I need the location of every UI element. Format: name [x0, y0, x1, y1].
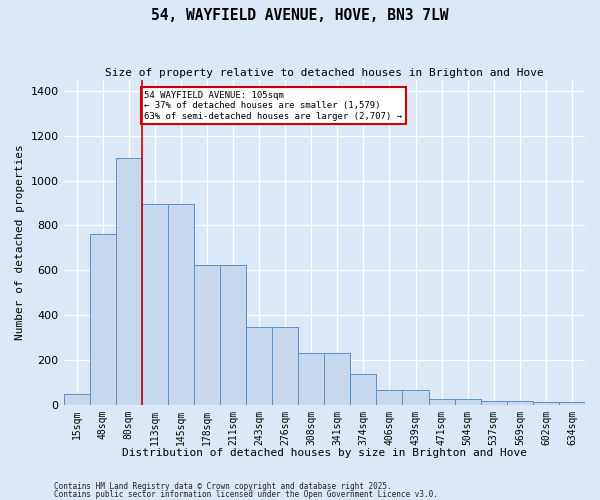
Bar	[428, 398, 455, 404]
Bar	[507, 401, 533, 404]
Text: Contains HM Land Registry data © Crown copyright and database right 2025.: Contains HM Land Registry data © Crown c…	[54, 482, 392, 491]
Bar	[376, 390, 403, 404]
Bar	[116, 158, 142, 404]
Bar	[194, 264, 220, 404]
Bar	[455, 398, 481, 404]
Bar	[168, 204, 194, 404]
Bar	[324, 353, 350, 405]
X-axis label: Distribution of detached houses by size in Brighton and Hove: Distribution of detached houses by size …	[122, 448, 527, 458]
Bar	[403, 390, 428, 404]
Bar	[481, 401, 507, 404]
Bar	[220, 264, 246, 404]
Bar	[272, 327, 298, 404]
Bar	[350, 374, 376, 404]
Bar	[559, 402, 585, 404]
Y-axis label: Number of detached properties: Number of detached properties	[15, 144, 25, 340]
Text: 54, WAYFIELD AVENUE, HOVE, BN3 7LW: 54, WAYFIELD AVENUE, HOVE, BN3 7LW	[151, 8, 449, 22]
Bar	[142, 204, 168, 404]
Bar	[246, 327, 272, 404]
Bar	[89, 234, 116, 404]
Bar	[64, 394, 89, 404]
Text: 54 WAYFIELD AVENUE: 105sqm
← 37% of detached houses are smaller (1,579)
63% of s: 54 WAYFIELD AVENUE: 105sqm ← 37% of deta…	[145, 91, 403, 120]
Title: Size of property relative to detached houses in Brighton and Hove: Size of property relative to detached ho…	[105, 68, 544, 78]
Bar	[533, 402, 559, 404]
Text: Contains public sector information licensed under the Open Government Licence v3: Contains public sector information licen…	[54, 490, 438, 499]
Bar	[298, 353, 324, 405]
